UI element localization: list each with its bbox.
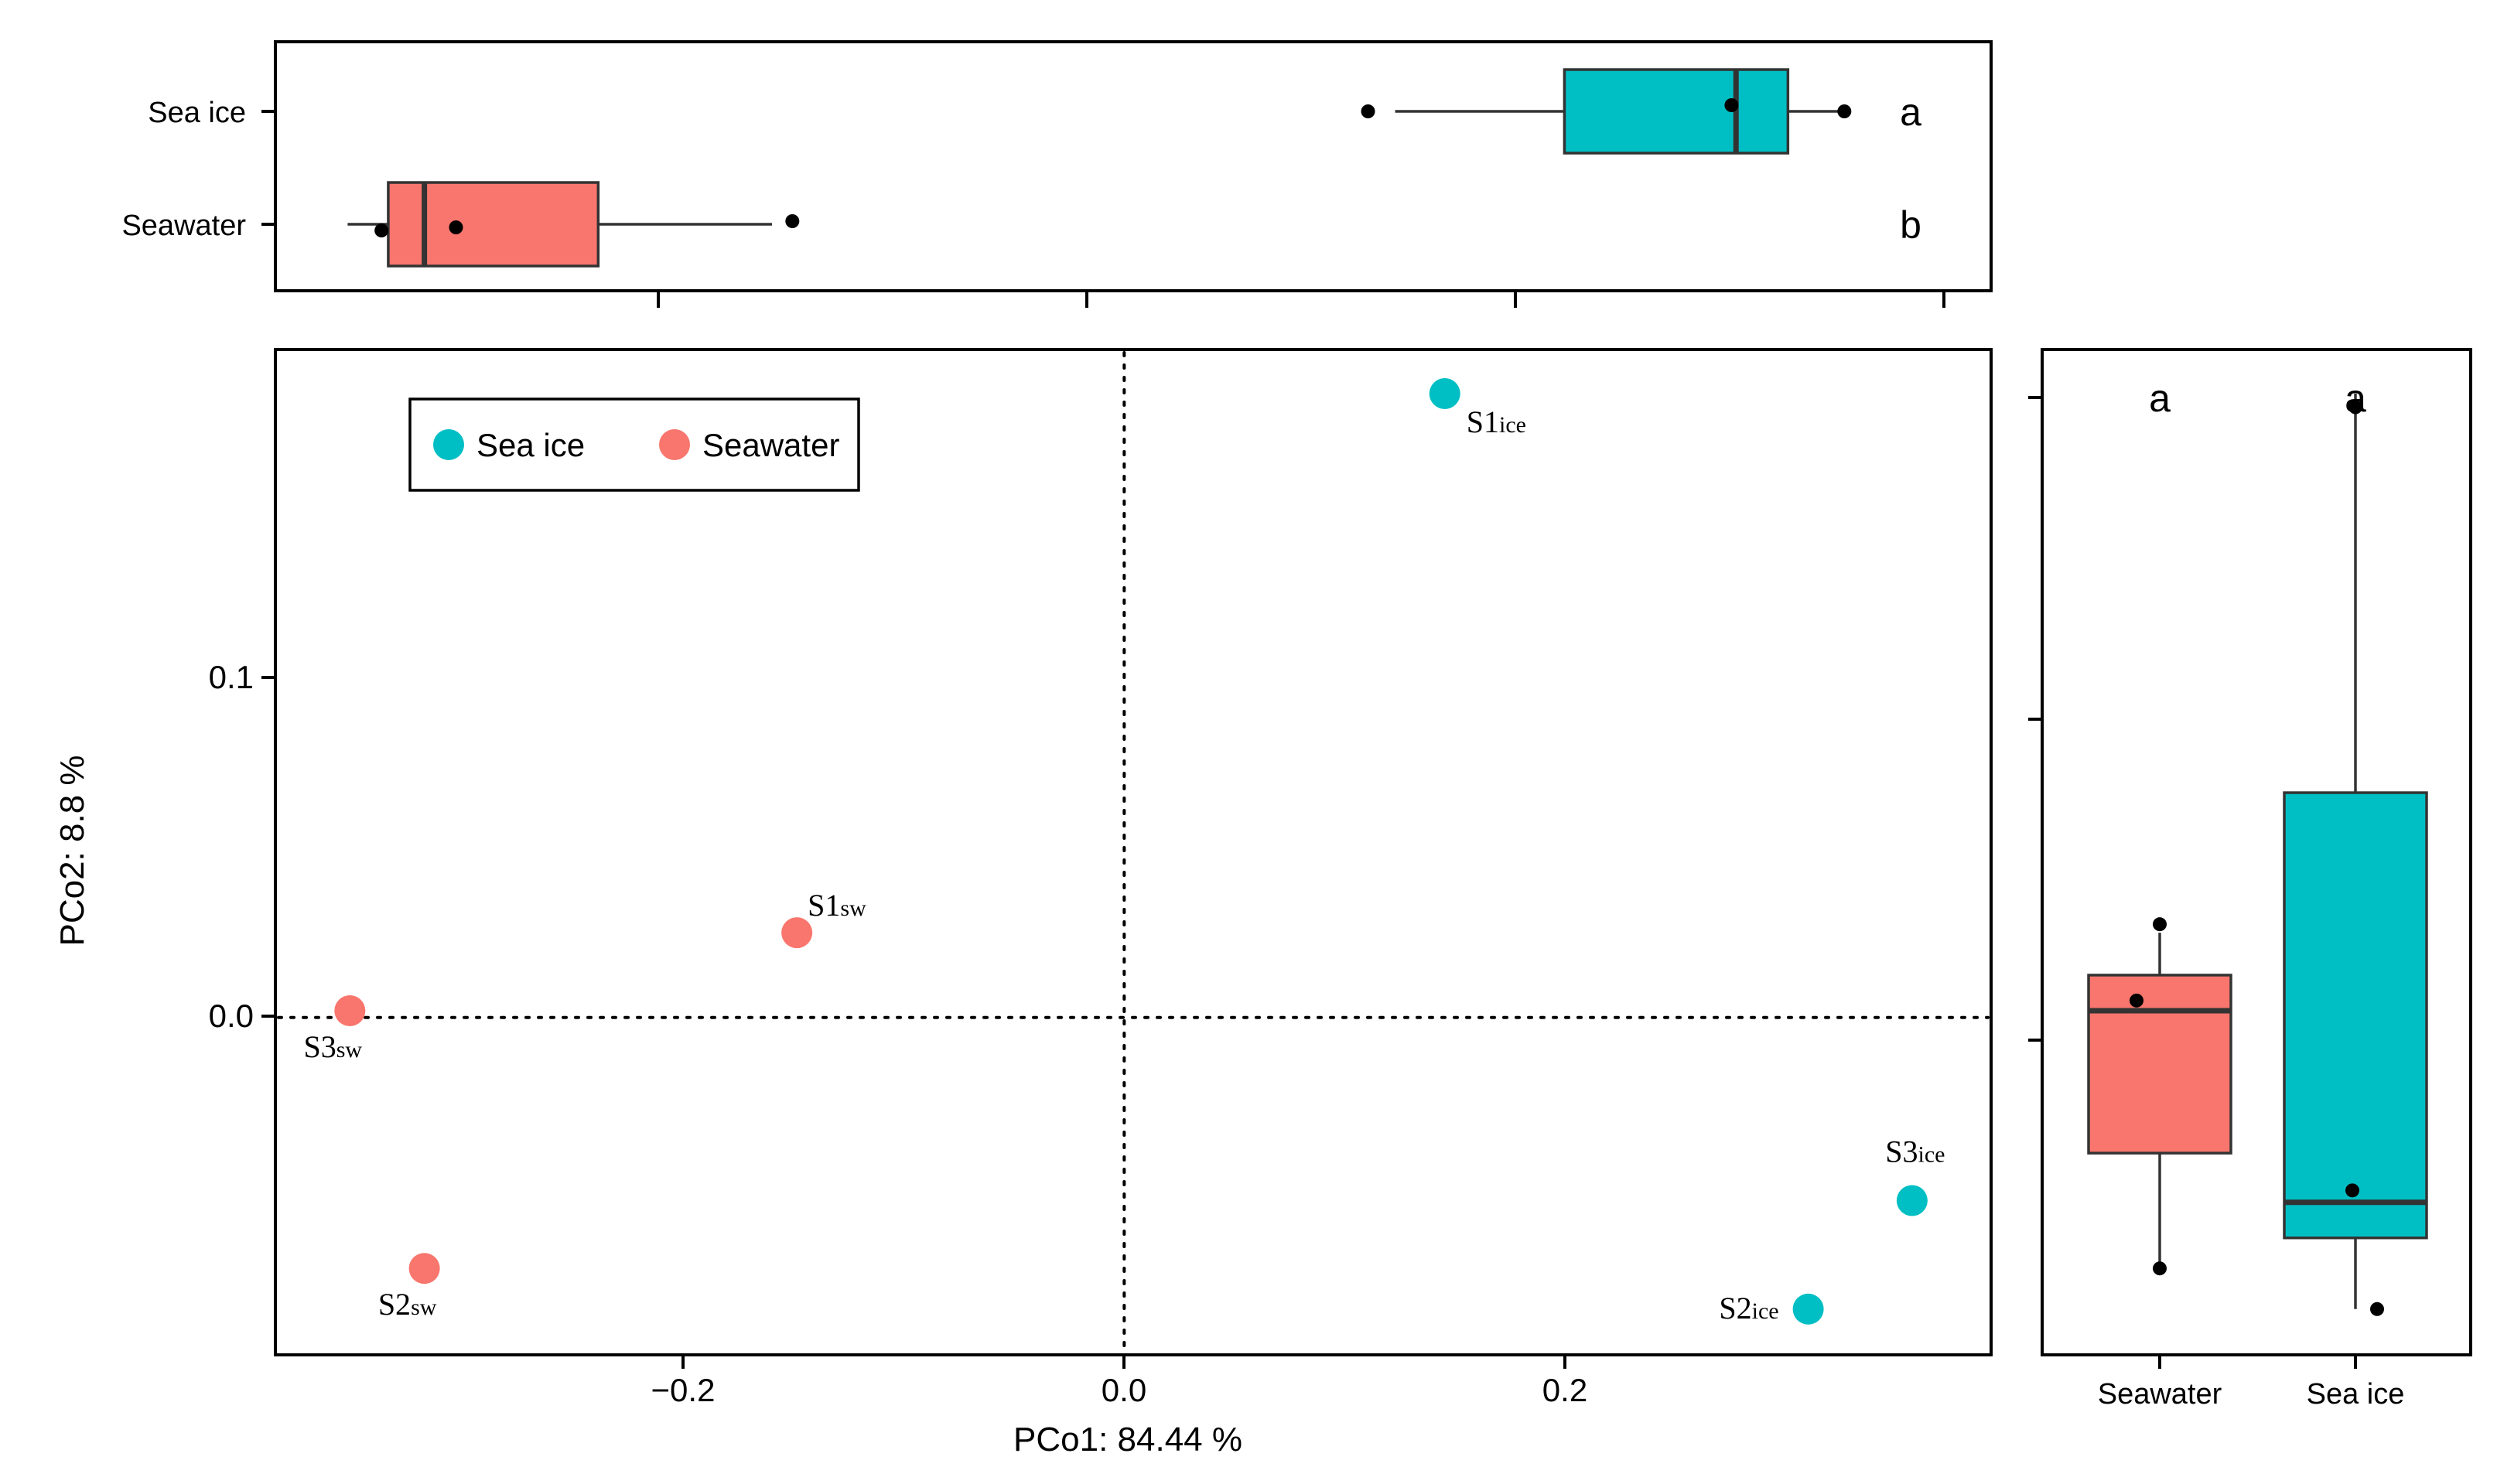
- top-letter-sea-ice: a: [1900, 90, 1921, 134]
- right-boxes: [2087, 393, 2428, 1316]
- legend-label-seawater: Seawater: [702, 427, 839, 463]
- right-boxplot-panel: Seawater Sea ice a a: [2028, 348, 2472, 1411]
- right-category-label-sea-ice: Sea ice: [2307, 1378, 2405, 1411]
- top-category-label-seawater: Seawater: [121, 210, 246, 242]
- right-point-seawater: [2130, 993, 2143, 1008]
- legend-swatch-sea-ice: [433, 429, 464, 460]
- scatter-label-s3-sw: S3sw: [304, 1029, 363, 1064]
- right-box-sea-ice: [2283, 791, 2428, 1240]
- top-category-label-sea-ice: Sea ice: [148, 97, 246, 129]
- scatter-point-s3-sw: [334, 994, 366, 1026]
- right-point-sea-ice: [2348, 400, 2362, 414]
- scatter-label-s1-sw: S1sw: [808, 888, 866, 923]
- top-point-seawater: [785, 214, 800, 228]
- y-axis-title: PCo2: 8.8 %: [53, 755, 91, 946]
- top-point-sea-ice: [1724, 98, 1739, 112]
- scatter-label-s3-ice: S3ice: [1885, 1134, 1945, 1169]
- xtick-label-neg0.2: −0.2: [651, 1372, 716, 1408]
- right-category-label-seawater: Seawater: [2098, 1378, 2222, 1411]
- top-point-sea-ice: [1837, 104, 1852, 118]
- ytick-label-0.0: 0.0: [209, 998, 254, 1034]
- legend: Sea ice Seawater: [408, 397, 860, 492]
- xtick-label-0.0: 0.0: [1102, 1372, 1146, 1408]
- right-box-seawater: [2087, 974, 2232, 1155]
- scatter-point-s2-sw: [408, 1253, 440, 1284]
- legend-label-sea-ice: Sea ice: [477, 427, 585, 463]
- top-box-seawater: [387, 181, 600, 268]
- top-boxes: [347, 68, 1852, 268]
- scatter-point-s3-ice: [1896, 1185, 1928, 1216]
- pcoa-scatter-panel: 0.1 0.0 −0.2 0.0 0.2 PCo1: 84.44 % PCo2:…: [53, 348, 1993, 1458]
- top-letter-seawater: b: [1900, 203, 1921, 247]
- x-axis-title: PCo1: 84.44 %: [1013, 1421, 1242, 1458]
- right-point-sea-ice: [2345, 1183, 2359, 1198]
- scatter-point-s2-ice: [1792, 1293, 1824, 1325]
- scatter-point-s1-ice: [1429, 377, 1460, 409]
- scatter-point-s1-sw: [781, 917, 813, 949]
- scatter-label-s2-ice: S2ice: [1719, 1291, 1778, 1325]
- right-panel-frame: [2041, 348, 2472, 1356]
- top-point-seawater: [449, 220, 463, 234]
- scatter-points: S1ice S2ice S3ice S1sw S2sw S3sw: [304, 377, 1945, 1325]
- scatter-frame: [274, 348, 1993, 1356]
- xtick-label-0.2: 0.2: [1542, 1372, 1587, 1408]
- ytick-label-0.1: 0.1: [209, 659, 254, 695]
- legend-box: [408, 397, 860, 492]
- right-letter-seawater: a: [2149, 377, 2171, 420]
- top-boxplot-panel: Sea ice Seawater a b: [121, 40, 1993, 308]
- top-box-sea-ice: [1563, 68, 1790, 155]
- legend-swatch-seawater: [659, 429, 690, 460]
- scatter-label-s2-sw: S2sw: [378, 1287, 437, 1322]
- right-point-sea-ice: [2370, 1301, 2384, 1316]
- scatter-label-s1-ice: S1ice: [1467, 404, 1526, 439]
- right-point-seawater: [2153, 917, 2167, 932]
- top-point-sea-ice: [1361, 104, 1375, 118]
- right-letter-sea-ice: a: [2345, 377, 2366, 420]
- top-point-seawater: [374, 223, 389, 237]
- right-point-seawater: [2153, 1261, 2167, 1276]
- top-panel-frame: [274, 40, 1993, 292]
